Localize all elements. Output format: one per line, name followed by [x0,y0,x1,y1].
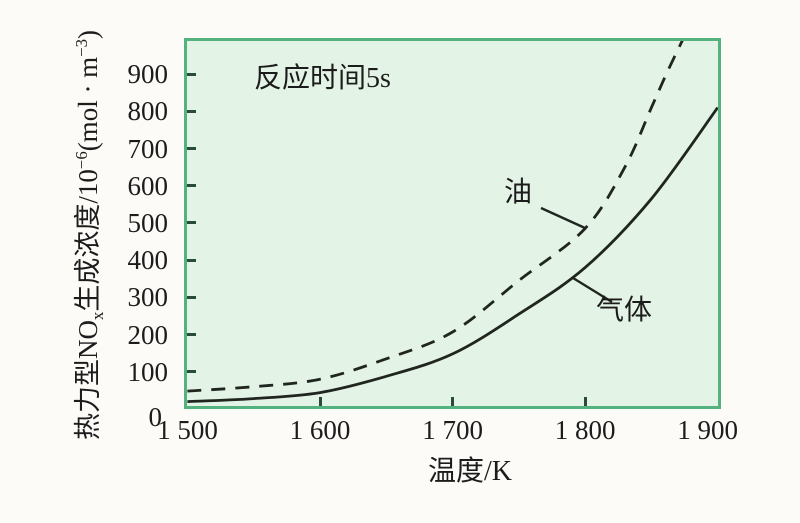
gas-curve [187,106,719,403]
y-tick-label: 600 [127,170,169,201]
y-tick-label: 200 [127,319,169,350]
y-tick-mark [187,109,196,113]
series-label-gas: 气体 [596,295,653,326]
y-axis-title-text: 热力型NO [72,320,103,441]
y-axis-title-text: 生成浓度/10 [72,169,103,312]
y-tick-mark [187,370,196,374]
y-tick-mark [187,184,196,188]
x-tick-mark [318,397,322,406]
y-tick-label: 800 [127,96,169,127]
reaction-time-annotation: 反应时间5s [254,63,391,94]
oil-leader-line [540,206,586,230]
y-tick-label: 900 [127,59,169,90]
x-tick-mark [451,397,455,406]
x-tick-label: 1 700 [422,415,483,445]
y-tick-label: 700 [127,133,169,164]
y-tick-mark [187,72,196,76]
y-tick-mark [187,221,196,225]
y-tick-label: 400 [127,245,169,276]
y-tick-label: 500 [127,207,169,238]
plot-area: 反应时间5s 油 气体 [184,38,721,409]
y-axis-title-unit: (mol · m [72,56,103,152]
y-tick-label: 100 [127,356,169,387]
y-axis-title-superscript: −6 [71,151,91,170]
curves-svg [187,38,719,403]
gas-leader-line [572,276,613,304]
y-axis-title-unit-close: ) [72,29,103,39]
series-label-oil: 油 [504,177,533,208]
y-tick-label: 0 [148,402,163,432]
y-tick-mark [187,333,196,337]
x-tick-label: 1 900 [677,415,739,445]
x-axis-title: 温度/K [427,456,512,487]
y-tick-label: 300 [127,282,169,313]
y-tick-mark [187,258,196,262]
y-tick-mark [187,295,196,299]
y-axis-title-unit-superscript: −3 [71,38,91,57]
oil-curve [187,38,686,393]
x-tick-mark [583,397,587,406]
x-tick-label: 1 600 [289,415,351,445]
x-tick-label: 1 800 [554,415,616,445]
x-tick-label: 1 500 [157,415,218,445]
y-tick-mark [187,147,196,151]
